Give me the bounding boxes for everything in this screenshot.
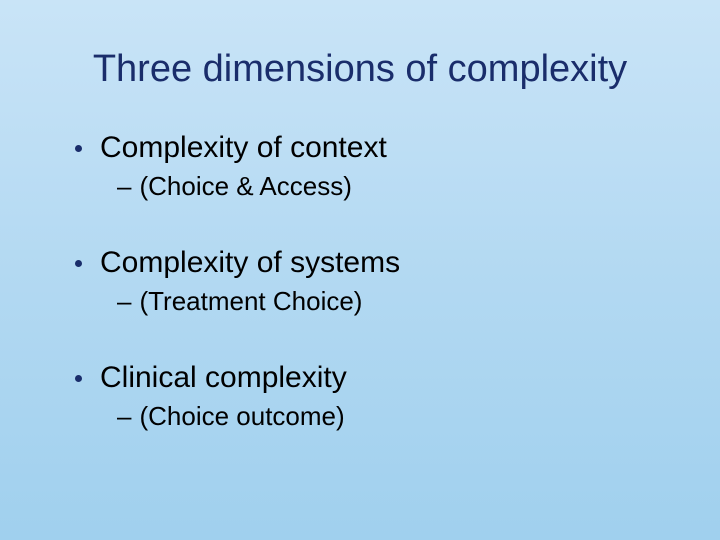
bullet-level1: Complexity of context bbox=[75, 131, 665, 165]
bullet-level2: – (Choice & Access) bbox=[117, 171, 665, 202]
bullet-dot-icon bbox=[75, 145, 82, 152]
bullet-dash-icon: – bbox=[117, 286, 131, 317]
bullet-subtext: (Treatment Choice) bbox=[139, 286, 362, 317]
bullet-level2: – (Choice outcome) bbox=[117, 401, 665, 432]
bullet-text: Complexity of systems bbox=[100, 246, 400, 280]
bullet-dot-icon bbox=[75, 260, 82, 267]
bullet-level2: – (Treatment Choice) bbox=[117, 286, 665, 317]
bullet-text: Clinical complexity bbox=[100, 361, 347, 395]
slide-title: Three dimensions of complexity bbox=[55, 40, 665, 91]
bullet-level1: Complexity of systems bbox=[75, 246, 665, 280]
bullet-dot-icon bbox=[75, 375, 82, 382]
bullet-dash-icon: – bbox=[117, 171, 131, 202]
slide-body: Complexity of context – (Choice & Access… bbox=[55, 131, 665, 432]
bullet-level1: Clinical complexity bbox=[75, 361, 665, 395]
bullet-dash-icon: – bbox=[117, 401, 131, 432]
bullet-subtext: (Choice & Access) bbox=[139, 171, 351, 202]
bullet-text: Complexity of context bbox=[100, 131, 387, 165]
slide: Three dimensions of complexity Complexit… bbox=[0, 0, 720, 540]
bullet-subtext: (Choice outcome) bbox=[139, 401, 344, 432]
